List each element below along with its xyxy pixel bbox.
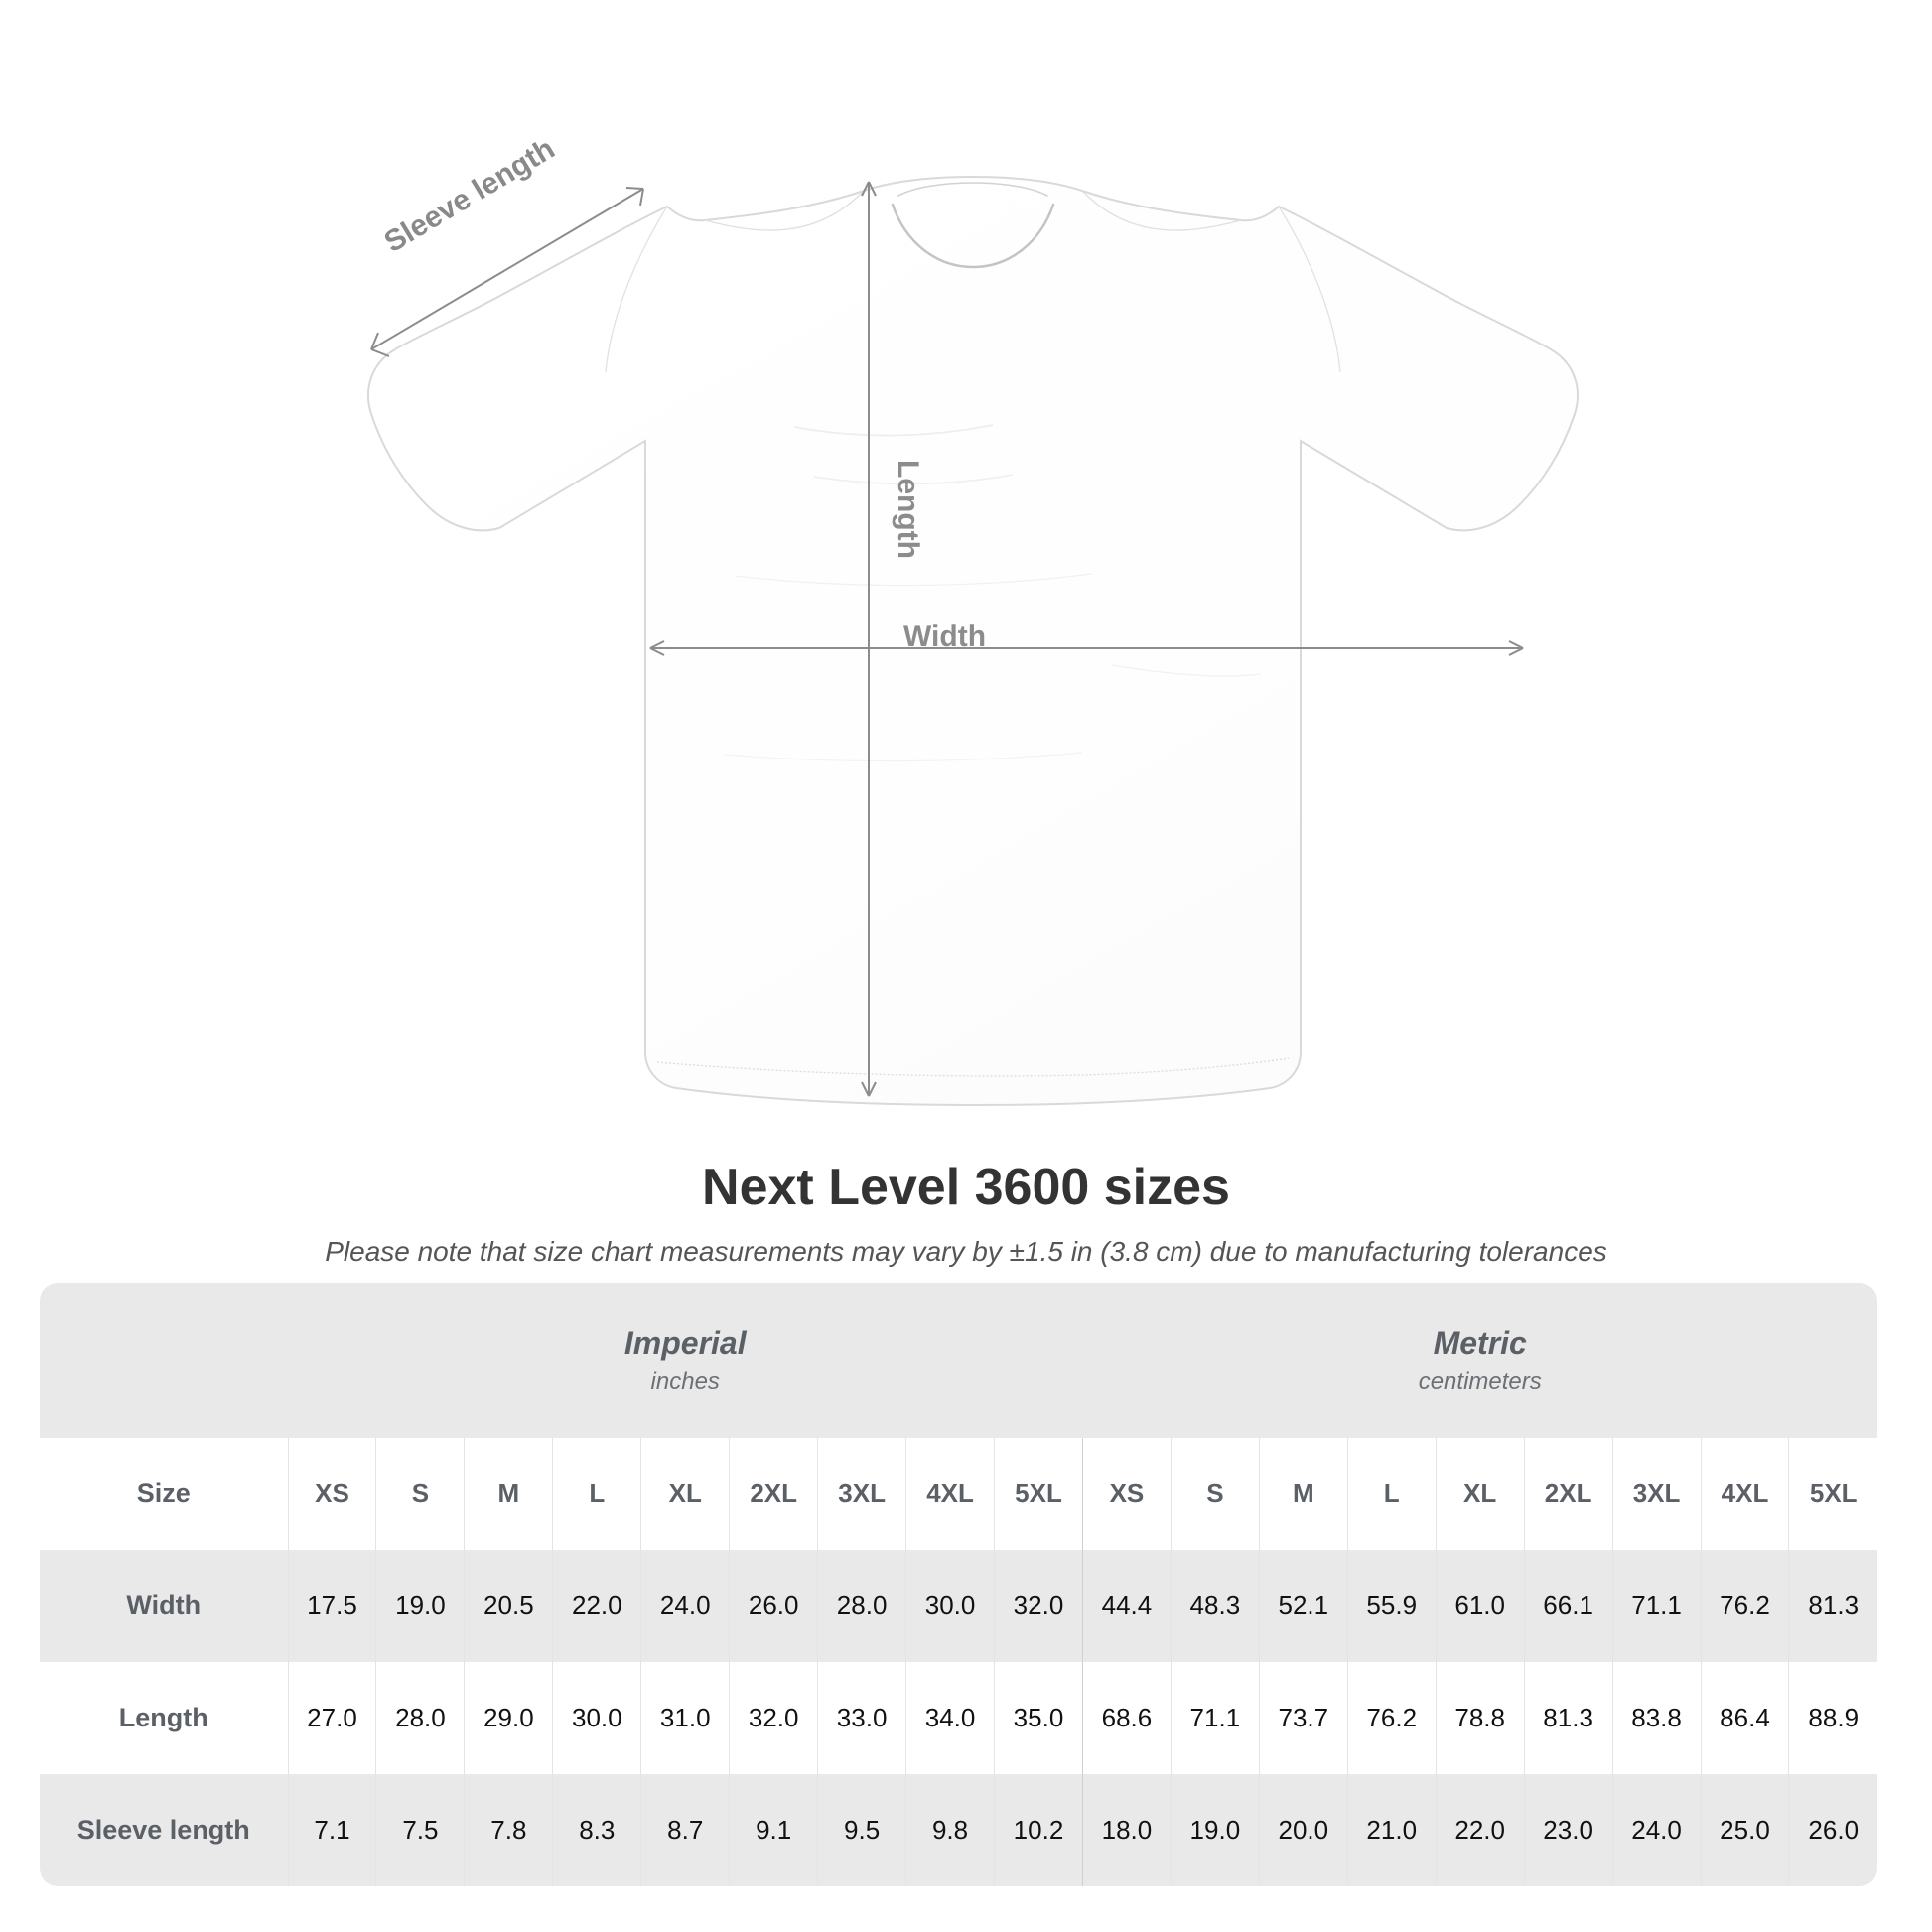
svg-text:Sleeve length: Sleeve length [379,132,561,259]
svg-text:Length: Length [892,460,924,559]
svg-text:Width: Width [903,621,986,653]
